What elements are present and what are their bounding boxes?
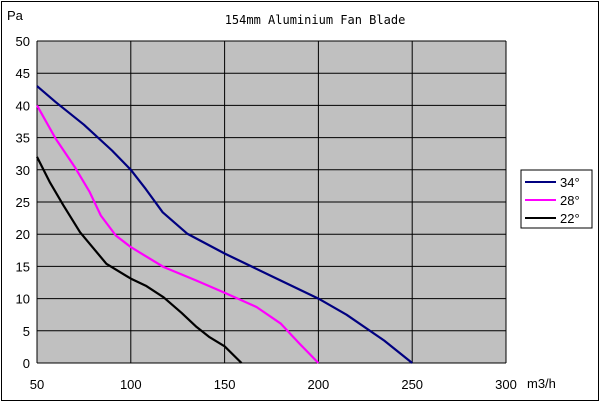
x-tick-label: 300 <box>495 377 517 392</box>
y-tick-label: 45 <box>16 66 30 81</box>
y-tick-label: 40 <box>16 98 30 113</box>
y-tick-label: 50 <box>16 34 30 49</box>
y-axis-label: Pa <box>7 8 24 23</box>
x-axis-label: m3/h <box>527 376 556 391</box>
legend-label: 22° <box>560 211 580 226</box>
y-tick-label: 35 <box>16 131 30 146</box>
legend: 34° 28° 22° <box>520 169 593 229</box>
x-tick-label: 250 <box>401 377 423 392</box>
y-tick-label: 25 <box>16 195 30 210</box>
x-tick-label: 50 <box>30 377 44 392</box>
legend-label: 34° <box>560 175 580 190</box>
y-tick-label: 20 <box>16 227 30 242</box>
x-tick-label: 150 <box>214 377 236 392</box>
series-line-1 <box>36 104 320 364</box>
series-group <box>36 85 413 364</box>
grid <box>36 40 507 364</box>
x-tick-label: 200 <box>308 377 330 392</box>
x-tick-label: 100 <box>120 377 142 392</box>
series-line-0 <box>36 85 413 364</box>
tick-labels: 0 5 10 15 20 25 30 35 40 45 50 50 100 150 200 250 300 <box>16 34 517 392</box>
legend-label: 28° <box>560 193 580 208</box>
y-tick-label: 30 <box>16 163 30 178</box>
y-tick-label: 15 <box>16 259 30 274</box>
y-tick-label: 0 <box>23 356 30 371</box>
y-tick-label: 5 <box>23 324 30 339</box>
series-line-2 <box>36 156 243 364</box>
chart-title: 154mm Aluminium Fan Blade <box>225 13 406 27</box>
y-tick-label: 10 <box>16 292 30 307</box>
